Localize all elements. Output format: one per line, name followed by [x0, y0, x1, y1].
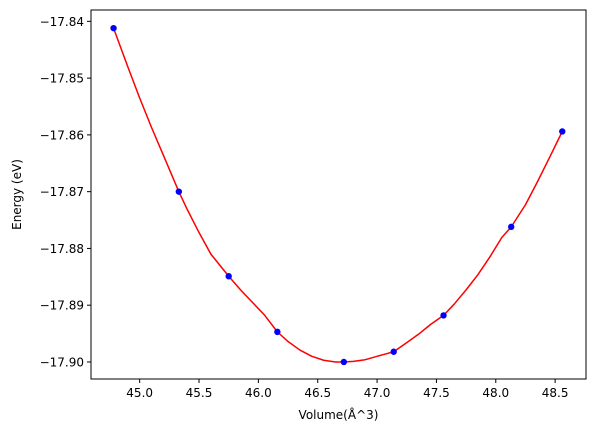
data-point [175, 188, 183, 195]
y-tick-label: −17.86 [40, 128, 84, 142]
y-axis-label: Energy (eV) [10, 159, 24, 230]
x-tick-label: 47.0 [364, 386, 391, 400]
data-point [559, 128, 566, 135]
x-tick-label: 45.0 [126, 386, 153, 400]
data-point [440, 312, 447, 319]
y-tick-label: −17.85 [40, 72, 84, 86]
data-point [274, 328, 281, 336]
x-tick-label: 48.5 [542, 386, 569, 400]
y-tick-label: −17.89 [40, 299, 84, 313]
x-tick-label: 48.0 [482, 386, 509, 400]
series-layer [110, 24, 566, 366]
data-point [390, 348, 397, 355]
ticks-layer: 45.0 45.5 46.0 46.5 47.0 47.5 48.0 48.5 −17.84 −1… [40, 15, 569, 400]
y-tick-label: −17.84 [40, 15, 84, 29]
x-tick-label: 46.5 [304, 386, 331, 400]
data-point [225, 273, 232, 280]
data-point [110, 24, 117, 32]
x-tick-label: 46.0 [245, 386, 272, 400]
data-point [340, 358, 348, 366]
x-axis-label: Volume(Å^3) [299, 407, 379, 422]
x-tick-label: 47.5 [423, 386, 450, 400]
y-tick-label: −17.90 [40, 355, 84, 369]
y-tick-label: −17.88 [40, 242, 84, 256]
x-tick-label: 45.5 [186, 386, 213, 400]
fit-curve [112, 27, 563, 363]
plot-frame [90, 9, 587, 380]
y-tick-label: −17.87 [40, 185, 84, 199]
data-point [508, 223, 515, 231]
plot-area [91, 10, 586, 379]
